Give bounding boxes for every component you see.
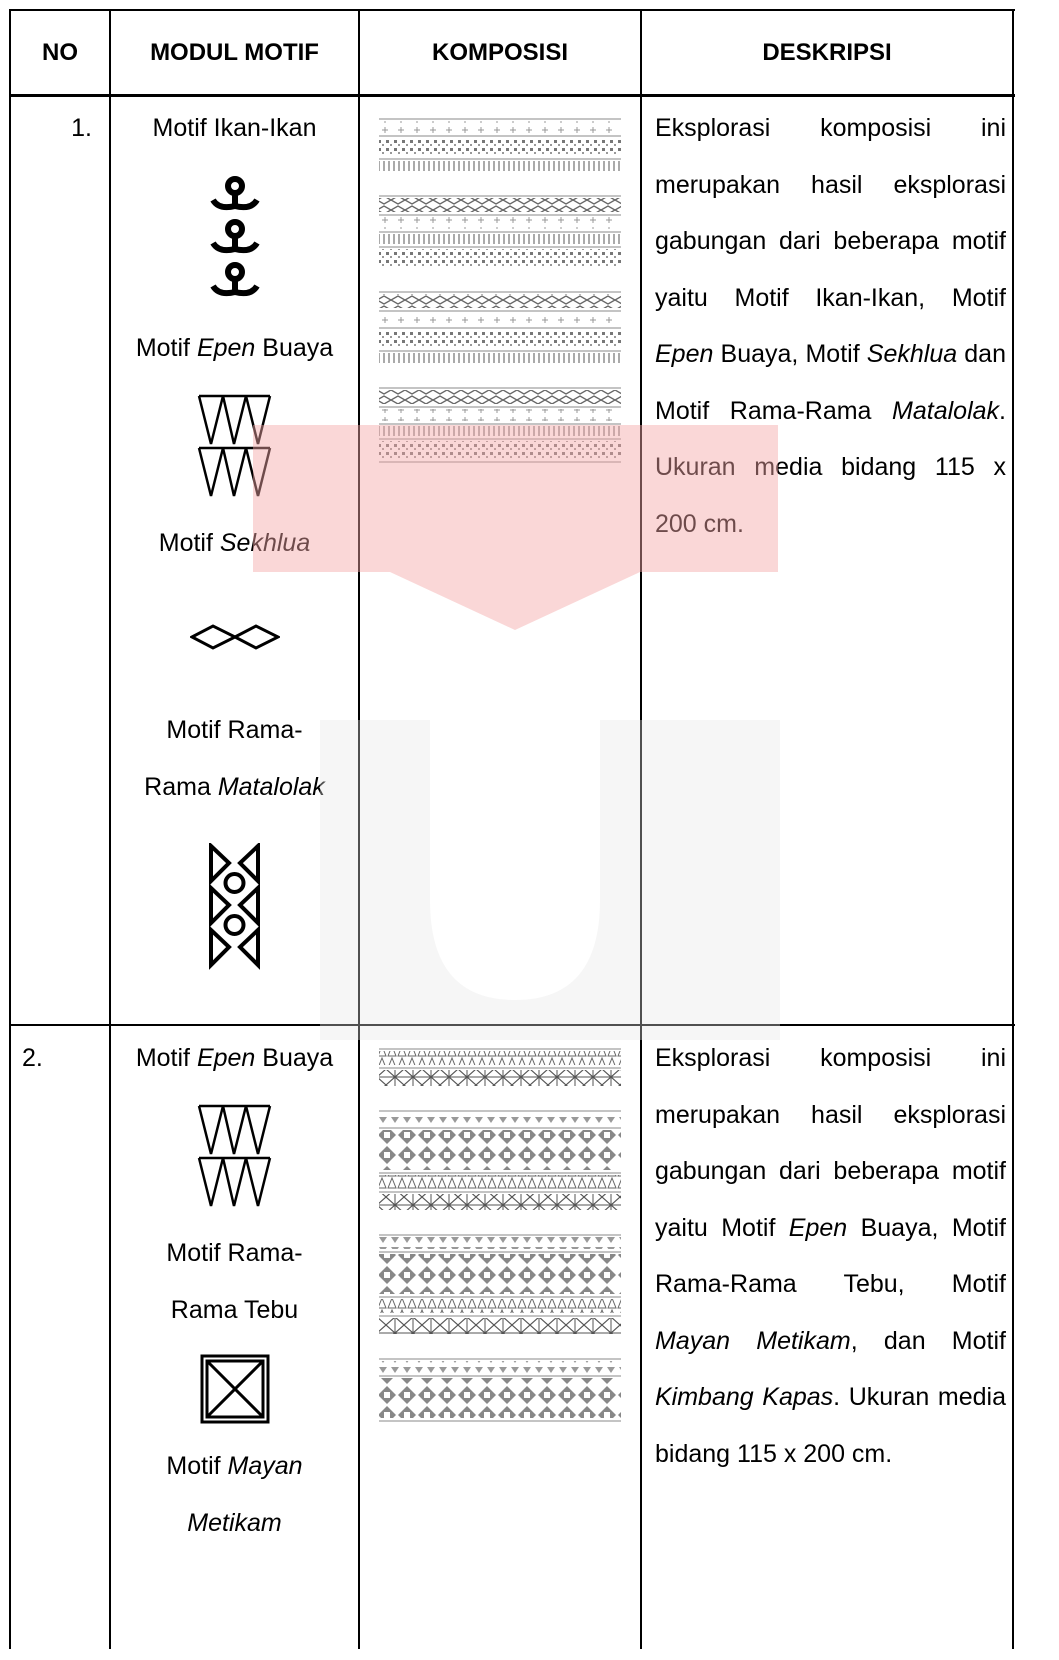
column-line bbox=[640, 9, 642, 1649]
header-cell: MODUL MOTIF bbox=[150, 38, 319, 66]
column-line bbox=[109, 9, 111, 1649]
motif-icon bbox=[110, 816, 359, 1000]
motif-icon bbox=[110, 157, 359, 320]
text: Motif Rama- bbox=[166, 716, 303, 744]
description: Eksplorasi komposisi ini merupakan hasil… bbox=[641, 95, 1013, 552]
header-cell: KOMPOSISI bbox=[431, 38, 569, 66]
motif-label: Rama Matalolak bbox=[110, 759, 359, 816]
header-cell: NO bbox=[42, 38, 78, 66]
text: . Ukuran media bidang 115 x 200 cm. bbox=[655, 1383, 1006, 1468]
motif-label: Motif Sekhlua bbox=[110, 515, 359, 572]
motif-icon bbox=[110, 1087, 359, 1225]
motif-icon bbox=[110, 572, 359, 702]
motif-label: Motif Epen Buaya bbox=[110, 320, 359, 377]
column-line bbox=[1012, 9, 1014, 1649]
italic-text: Epen bbox=[196, 1044, 256, 1072]
text: dan Motif Rama-Rama bbox=[655, 340, 1006, 425]
text: Rama Tebu bbox=[170, 1296, 299, 1324]
italic-text: Sekhlua bbox=[866, 340, 958, 368]
italic-text: Epen bbox=[655, 340, 714, 368]
italic-text: Matalolak bbox=[892, 396, 1000, 425]
row-line bbox=[9, 94, 1015, 97]
italic-text: Metikam bbox=[187, 1509, 282, 1537]
text: Buaya, Motif Rama-Rama Tebu, Motif bbox=[655, 1213, 1006, 1299]
text: Eksplorasi komposisi ini merupakan hasil… bbox=[655, 114, 1006, 312]
text: , dan Motif bbox=[850, 1326, 1006, 1355]
italic-text: Epen bbox=[196, 334, 256, 362]
text: . Ukuran media bidang 115 x 200 cm. bbox=[655, 396, 1006, 538]
italic-text: Mayan Metikam bbox=[655, 1326, 851, 1355]
motif-label: Motif Rama- bbox=[110, 1225, 359, 1282]
motif-icon bbox=[110, 1339, 359, 1438]
composition-pattern bbox=[379, 1048, 621, 1422]
row-number: 2. bbox=[22, 1044, 43, 1072]
text: Rama bbox=[144, 773, 218, 801]
column-line bbox=[9, 9, 11, 1649]
row-line bbox=[9, 9, 1015, 11]
italic-text: Epen bbox=[788, 1213, 848, 1242]
italic-text: Matalolak bbox=[217, 773, 325, 801]
composition-pattern bbox=[379, 118, 621, 463]
motif-module-cell: Motif Ikan-Ikan Motif Epen Buaya Motif Sek… bbox=[110, 95, 359, 1025]
text: Buaya bbox=[255, 334, 334, 362]
motif-label: Motif Epen Buaya bbox=[110, 1030, 359, 1087]
motif-label: Metikam bbox=[110, 1495, 359, 1552]
motif-label: Motif Rama- bbox=[110, 702, 359, 759]
text: Motif bbox=[135, 1044, 197, 1072]
motif-icon bbox=[110, 377, 359, 515]
italic-text: Sekhlua bbox=[219, 529, 311, 557]
row-number: 1. bbox=[71, 114, 92, 142]
text: Motif bbox=[158, 529, 220, 557]
text: Motif bbox=[166, 1452, 228, 1480]
motif-module-cell: Motif Epen Buaya Motif Rama- Rama Tebu Moti… bbox=[110, 1025, 359, 1660]
header-cell: DESKRIPSI bbox=[762, 38, 892, 66]
text: Motif Rama- bbox=[166, 1239, 303, 1267]
description: Eksplorasi komposisi ini merupakan hasil… bbox=[641, 1025, 1013, 1482]
composition-image bbox=[359, 95, 641, 545]
italic-text: Kimbang Kapas bbox=[655, 1383, 834, 1411]
column-line bbox=[358, 9, 360, 1649]
row-line bbox=[9, 1024, 1015, 1026]
motif-label: Rama Tebu bbox=[110, 1282, 359, 1339]
motif-label: Motif Ikan-Ikan bbox=[110, 100, 359, 157]
text: Motif Ikan-Ikan bbox=[152, 114, 317, 142]
composition-image bbox=[359, 1025, 641, 1475]
text: Eksplorasi komposisi ini merupakan hasil… bbox=[655, 1044, 1006, 1242]
motif-label: Motif Mayan bbox=[110, 1438, 359, 1495]
text: Motif bbox=[135, 334, 197, 362]
text: Buaya bbox=[255, 1044, 334, 1072]
text: Buaya, Motif bbox=[713, 340, 867, 368]
italic-text: Mayan bbox=[227, 1452, 303, 1480]
